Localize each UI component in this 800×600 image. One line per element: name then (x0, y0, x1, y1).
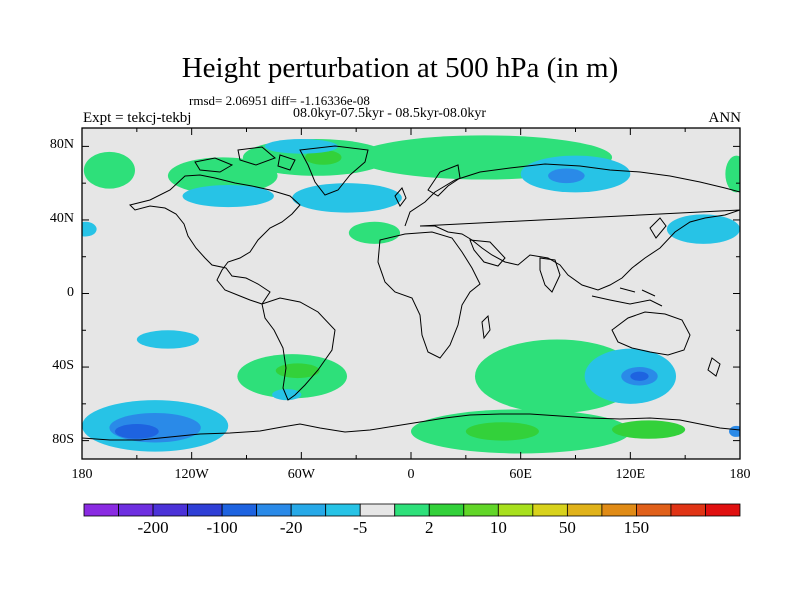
anomaly-north-pacific-negative (666, 214, 740, 244)
lat-label: 80N (49, 137, 74, 153)
coastline-new-zealand (707, 357, 721, 377)
coastline-india (539, 257, 561, 293)
colorbar-swatch (152, 503, 188, 517)
coastline-scandinavia (427, 164, 461, 197)
anomaly-greenland-negative (264, 139, 338, 154)
colorbar-label: 10 (489, 518, 507, 537)
axis-ticks (81, 128, 741, 459)
colorbar-swatch (359, 503, 396, 517)
anomaly-antarctic-east-inner-positive (465, 422, 539, 441)
anomaly-north-america-negative (182, 185, 274, 208)
coastline-canadian-arctic (194, 146, 296, 173)
anomaly-north-atlantic-negative (292, 183, 402, 213)
colorbar-swatch (463, 503, 499, 517)
colorbar (83, 503, 741, 517)
anomaly-antarctic-120e-inner-positive (612, 420, 686, 439)
colorbar-swatch (636, 503, 672, 517)
colorbar-swatch (394, 503, 430, 517)
coastline-arabia (469, 239, 506, 267)
colorbar-swatch (601, 503, 637, 517)
lon-label: 120W (174, 467, 209, 482)
season-label: ANN (708, 110, 742, 126)
colorbar-swatch (705, 503, 741, 517)
coastline-eurasia (404, 163, 740, 291)
colorbar-swatch (221, 503, 258, 517)
lon-label: 0 (407, 467, 415, 482)
colorbar-swatch (290, 503, 327, 517)
coastline-japan (649, 217, 667, 239)
period-label: 08.0kyr-07.5kyr - 08.5kyr-08.0kyr (293, 106, 487, 121)
lon-label: 60E (509, 467, 532, 482)
lon-label: 180 (729, 467, 751, 482)
anomaly-southeast-pacific-negative (136, 330, 199, 349)
colorbar-label: -5 (353, 518, 368, 537)
colorbar-label: -200 (137, 518, 169, 537)
coastline-south-america (261, 297, 336, 401)
coastline-antarctica (82, 413, 740, 441)
coastline-uk (394, 187, 407, 207)
colorbar-swatch (497, 503, 534, 517)
lat-label: 80S (52, 431, 74, 447)
anomaly-north-pacific-positive (83, 151, 136, 189)
anomaly-siberia-inner-negative (548, 168, 585, 184)
coastline-australia (611, 311, 691, 356)
coastlines (82, 145, 740, 441)
anomaly-east-pacific-negative (82, 221, 97, 237)
colorbar-label: -100 (206, 518, 238, 537)
colorbar-swatch (566, 503, 603, 517)
coastline-madagascar (481, 314, 491, 340)
coastline-indonesia (591, 287, 663, 307)
coastline-north-america (129, 174, 301, 305)
colorbar-label: 50 (558, 518, 576, 537)
colorbar-swatch (428, 503, 465, 517)
experiment-label: Expt = tekcj-tekbj (83, 110, 192, 126)
coastline-africa (377, 231, 481, 359)
colorbar-swatch (325, 503, 361, 517)
anomaly-hudson-positive (167, 157, 278, 195)
anomaly-australia-core-negative (630, 371, 649, 381)
colorbar-label: 150 (623, 518, 650, 537)
plot-title: Height perturbation at 500 hPa (in m) (181, 52, 619, 84)
anomaly-south-america-cape-negative (272, 389, 302, 401)
lat-label: 40S (52, 358, 74, 374)
anomaly-south-america-inner-positive (275, 363, 320, 379)
lat-label: 0 (67, 284, 74, 300)
colorbar-swatch (118, 503, 154, 517)
lon-label: 60W (287, 467, 315, 482)
colorbar-label: 2 (425, 518, 434, 537)
coastline-greenland (299, 145, 369, 196)
lat-label: 40N (49, 210, 74, 226)
colorbar-swatch (256, 503, 292, 517)
anomaly-antarctic-edge-negative (729, 425, 740, 437)
colorbar-swatch (187, 503, 223, 517)
colorbar-label: -20 (279, 518, 303, 537)
anomaly-central-atlantic-positive (348, 221, 401, 244)
map-plot-area (81, 127, 741, 460)
colorbar-swatch (532, 503, 568, 517)
lon-label: 180 (71, 467, 93, 482)
anomaly-far-east-positive (725, 155, 740, 193)
colorbar-swatch (83, 503, 119, 517)
lon-label: 120E (615, 467, 646, 482)
anomaly-antarctic-pacific-core-negative (114, 424, 159, 439)
rmsd-diff-stats: rmsd= 2.06951 diff= -1.16336e-08 (189, 93, 370, 108)
anomaly-greenland-inner-positive (304, 150, 342, 165)
colorbar-swatch (670, 503, 706, 517)
